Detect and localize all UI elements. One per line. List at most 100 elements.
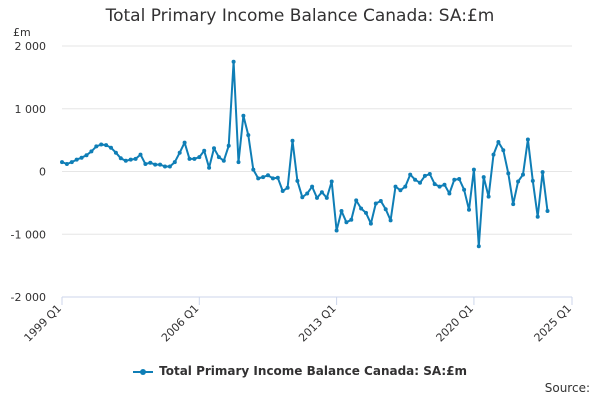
data-point xyxy=(290,138,295,143)
data-point xyxy=(143,162,148,166)
data-point xyxy=(177,150,182,155)
data-point xyxy=(422,173,427,178)
data-point xyxy=(153,162,158,167)
data-point xyxy=(167,164,172,169)
data-point xyxy=(329,179,334,184)
y-axis: -2 000 -1 000 0 1 000 2 000 xyxy=(11,40,46,304)
data-point xyxy=(133,156,138,161)
data-point xyxy=(486,194,491,199)
data-point xyxy=(491,152,496,157)
data-point xyxy=(408,172,413,177)
data-point xyxy=(197,155,202,160)
data-point xyxy=(109,145,113,150)
legend-swatch xyxy=(132,366,153,378)
data-point xyxy=(545,209,550,213)
data-point xyxy=(251,167,256,172)
legend-label: Total Primary Income Balance Canada: SA:… xyxy=(159,364,468,378)
data-point xyxy=(148,160,153,165)
data-point xyxy=(261,175,266,180)
data-point xyxy=(344,220,349,225)
y-tick-label: -2 000 xyxy=(11,291,46,304)
data-point xyxy=(506,171,511,176)
data-point xyxy=(521,172,525,177)
data-point xyxy=(398,188,403,193)
data-point xyxy=(246,133,251,138)
data-point xyxy=(310,184,315,189)
data-point xyxy=(207,165,212,170)
y-tick-label: 2 000 xyxy=(15,40,47,53)
data-point xyxy=(378,199,383,203)
x-axis: 1999 Q1 2006 Q1 2013 Q1 2020 Q1 2025 Q1 xyxy=(22,296,575,345)
x-tick-label: 2020 Q1 xyxy=(434,302,477,345)
data-point xyxy=(163,164,167,169)
data-point xyxy=(476,244,481,249)
data-point xyxy=(368,221,373,226)
data-point xyxy=(216,155,221,160)
data-point xyxy=(511,202,516,207)
data-point xyxy=(305,191,310,196)
x-tick-label: 2013 Q1 xyxy=(296,302,339,345)
data-point xyxy=(471,167,476,172)
data-point xyxy=(315,195,319,200)
data-point xyxy=(413,177,418,182)
data-point xyxy=(300,195,305,200)
data-point xyxy=(364,210,368,215)
data-point xyxy=(212,146,216,151)
data-point xyxy=(123,158,128,163)
data-point xyxy=(226,143,231,148)
data-point xyxy=(266,173,270,178)
data-point xyxy=(540,170,545,175)
data-point xyxy=(442,182,447,187)
data-point xyxy=(275,175,280,180)
data-point xyxy=(339,209,344,213)
x-tick-label: 2006 Q1 xyxy=(159,302,202,345)
data-point xyxy=(525,137,530,142)
x-tick-label: 2025 Q1 xyxy=(532,302,575,345)
data-point xyxy=(187,156,192,161)
data-point xyxy=(84,153,89,158)
data-point xyxy=(74,157,79,162)
data-point xyxy=(285,185,290,190)
data-point xyxy=(427,172,432,176)
data-point xyxy=(432,182,437,187)
data-point xyxy=(319,190,324,195)
data-point xyxy=(138,152,143,157)
data-point xyxy=(280,189,285,193)
data-point xyxy=(535,214,540,219)
data-point xyxy=(437,184,442,189)
source-label: Source: xyxy=(544,381,590,395)
data-point xyxy=(221,158,226,163)
gridlines xyxy=(62,45,572,298)
data-point xyxy=(452,177,457,182)
data-point xyxy=(501,148,506,153)
data-point xyxy=(516,179,521,184)
data-point xyxy=(447,191,452,196)
data-point xyxy=(69,160,74,165)
data-point xyxy=(256,176,261,181)
data-point xyxy=(349,217,354,222)
data-point xyxy=(270,176,275,181)
data-point xyxy=(457,177,462,181)
data-point xyxy=(241,113,246,118)
data-point xyxy=(496,140,501,144)
data-point xyxy=(354,198,359,203)
data-point xyxy=(388,218,393,223)
series-line xyxy=(61,60,549,248)
data-point xyxy=(359,206,364,211)
data-point xyxy=(418,180,422,185)
data-point xyxy=(182,140,187,145)
chart-title: Total Primary Income Balance Canada: SA:… xyxy=(105,6,495,26)
x-tick-label: 1999 Q1 xyxy=(22,302,65,345)
data-point xyxy=(104,143,109,148)
y-axis-unit-label: £m xyxy=(13,26,31,39)
data-point xyxy=(373,201,378,206)
data-point xyxy=(172,160,177,165)
data-point xyxy=(467,207,471,212)
data-point xyxy=(334,228,339,233)
data-point xyxy=(60,160,64,165)
data-point xyxy=(462,187,467,192)
data-point xyxy=(89,149,94,154)
data-point xyxy=(295,178,300,183)
data-point xyxy=(128,157,133,162)
data-point xyxy=(403,184,408,189)
